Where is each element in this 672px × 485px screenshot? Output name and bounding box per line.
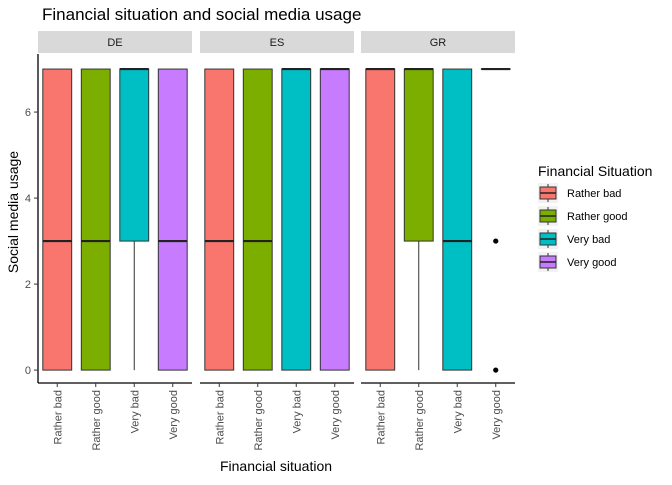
box-body — [366, 69, 395, 370]
chart-title: Financial situation and social media usa… — [42, 5, 361, 24]
box-body — [158, 69, 187, 370]
facet-panels: DE Rather bad Rather good Very bad Very good… — [38, 31, 515, 451]
legend-entry-rather-bad: Rather bad — [538, 183, 621, 203]
strip-label: DE — [107, 37, 122, 49]
box-es-very-bad: Very bad — [282, 69, 311, 433]
x-tick-label: Very bad — [291, 390, 303, 433]
legend-title: Financial Situation — [538, 163, 652, 179]
box-es-very-good: Very good — [320, 69, 349, 439]
legend-label: Very good — [567, 257, 617, 269]
legend-entry-very-bad: Very bad — [538, 229, 610, 249]
y-tick-label: 6 — [25, 107, 31, 119]
legend-entry-very-good: Very good — [538, 252, 617, 272]
box-de-very-good: Very good — [158, 69, 187, 439]
box-de-rather-bad: Rather bad — [43, 69, 72, 444]
y-tick-label: 2 — [25, 279, 31, 291]
legend-label: Rather good — [567, 211, 628, 223]
x-tick-label: Rather good — [253, 390, 265, 451]
x-tick-label: Very bad — [452, 390, 464, 433]
outlier-point — [493, 367, 498, 372]
box-body — [282, 69, 311, 370]
y-tick-label: 0 — [25, 365, 31, 377]
box-body — [205, 69, 234, 370]
strip-label: GR — [430, 37, 447, 49]
x-tick-label: Very good — [168, 390, 180, 440]
box-es-rather-good: Rather good — [243, 69, 272, 450]
x-tick-label: Rather bad — [214, 390, 226, 444]
x-axis-label: Financial situation — [220, 458, 332, 474]
facet-panel-gr: GR Rather bad Rather good Very bad Very good — [361, 31, 515, 451]
box-body — [43, 69, 72, 370]
legend-label: Very bad — [567, 234, 610, 246]
box-body — [243, 69, 272, 370]
x-tick-label: Very bad — [129, 390, 141, 433]
box-body — [443, 69, 472, 370]
box-de-very-bad: Very bad — [120, 69, 149, 433]
box-gr-rather-bad: Rather bad — [366, 69, 395, 444]
x-tick-label: Very good — [491, 390, 503, 440]
legend: Rather bad Rather good Very bad Very good — [538, 183, 628, 272]
x-tick-label: Very good — [330, 390, 342, 440]
y-tick-label: 4 — [25, 193, 31, 205]
box-gr-very-good: Very good — [481, 69, 510, 439]
x-tick-label: Rather good — [91, 390, 103, 451]
y-axis: 0 2 4 6 — [25, 54, 38, 383]
box-body — [320, 69, 349, 370]
box-body — [404, 69, 433, 241]
box-de-rather-good: Rather good — [81, 69, 110, 450]
box-body — [81, 69, 110, 370]
facet-panel-de: DE Rather bad Rather good Very bad Very good — [38, 31, 192, 451]
x-tick-label: Rather bad — [52, 390, 64, 444]
facet-panel-es: ES Rather bad Rather good Very bad Very good — [200, 31, 354, 451]
box-body — [120, 69, 149, 241]
legend-entry-rather-good: Rather good — [538, 206, 628, 226]
box-es-rather-bad: Rather bad — [205, 69, 234, 444]
strip-label: ES — [270, 37, 285, 49]
outlier-point — [493, 238, 498, 243]
y-axis-label: Social media usage — [5, 151, 21, 273]
legend-label: Rather bad — [567, 188, 621, 200]
x-tick-label: Rather good — [414, 390, 426, 451]
box-gr-rather-good: Rather good — [404, 69, 433, 450]
x-tick-label: Rather bad — [375, 390, 387, 444]
box-gr-very-bad: Very bad — [443, 69, 472, 433]
